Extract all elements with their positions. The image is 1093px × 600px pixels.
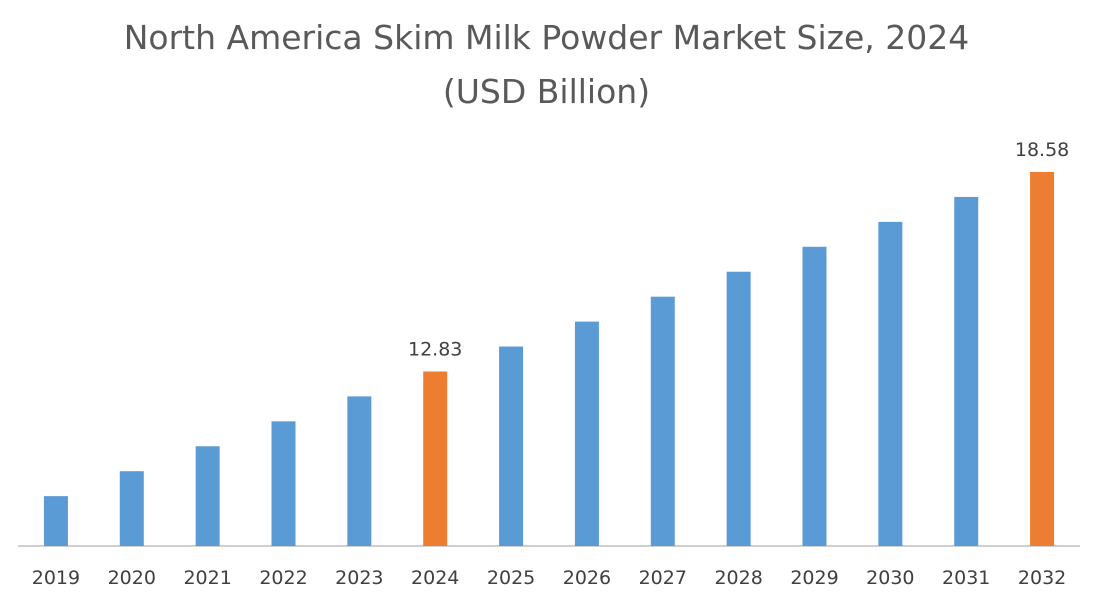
- bar-2019: [43, 496, 68, 546]
- x-tick-label-2024: 2024: [411, 567, 459, 589]
- x-tick-label-2026: 2026: [563, 567, 611, 589]
- data-label-2032: 18.58: [1015, 139, 1069, 161]
- bar-2029: [802, 246, 827, 547]
- x-tick-label-2021: 2021: [183, 567, 231, 589]
- x-tick-label-2029: 2029: [790, 567, 838, 589]
- bar-2030: [878, 221, 903, 546]
- bar-2028: [726, 271, 751, 546]
- x-tick-label-2028: 2028: [714, 567, 762, 589]
- x-tick-label-2025: 2025: [487, 567, 535, 589]
- bar-2031: [954, 196, 979, 546]
- chart-title: North America Skim Milk Powder Market Si…: [123, 18, 970, 57]
- bar-2026: [574, 321, 599, 546]
- bar-2022: [271, 421, 296, 546]
- bar-2023: [347, 396, 372, 546]
- data-label-2024: 12.83: [408, 338, 462, 360]
- x-tick-label-2022: 2022: [259, 567, 307, 589]
- chart-subtitle: (USD Billion): [442, 72, 651, 111]
- bar-2024: [423, 371, 448, 546]
- bar-2032: [1030, 172, 1055, 546]
- bar-2027: [650, 296, 675, 546]
- x-tick-label-2019: 2019: [32, 567, 80, 589]
- x-tick-label-2020: 2020: [108, 567, 156, 589]
- x-tick-label-2031: 2031: [942, 567, 990, 589]
- x-tick-label-2027: 2027: [639, 567, 687, 589]
- x-tick-label-2023: 2023: [335, 567, 383, 589]
- bar-2020: [119, 471, 144, 546]
- bar-2021: [195, 446, 220, 546]
- x-tick-label-2032: 2032: [1018, 567, 1066, 589]
- x-tick-label-2030: 2030: [866, 567, 914, 589]
- bar-2025: [499, 346, 524, 546]
